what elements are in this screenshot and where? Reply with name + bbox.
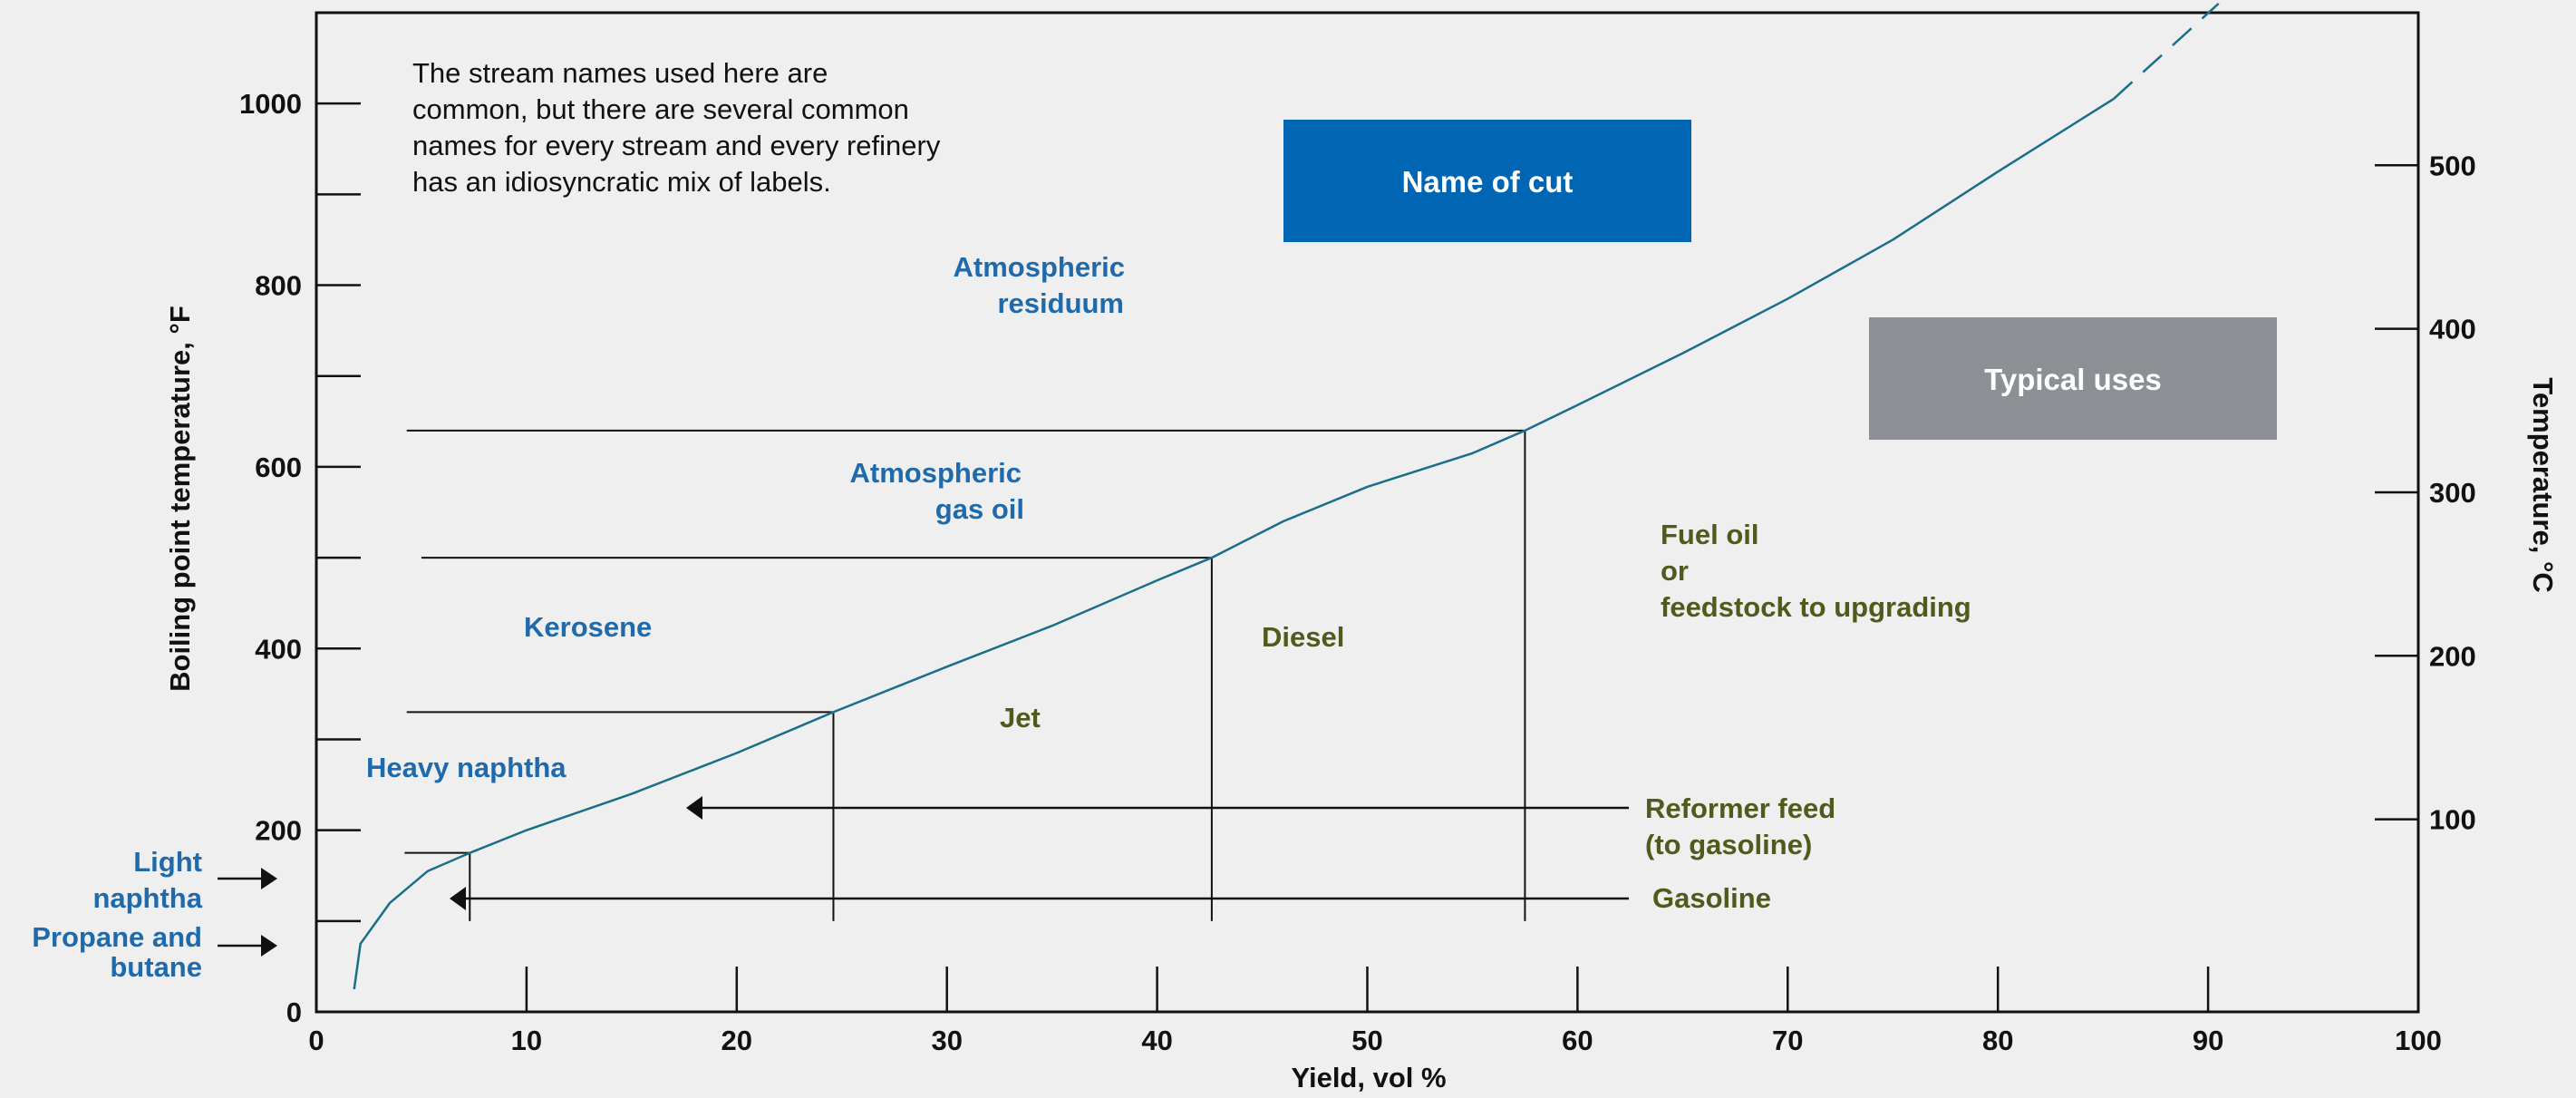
y2-tick-label: 200 [2429, 640, 2476, 672]
use-label-reformer-feed: Reformer feed [1645, 792, 1835, 824]
y2-tick-label: 400 [2429, 314, 2476, 345]
x-axis-title: Yield, vol % [1291, 1062, 1446, 1093]
typical-use-labels: Fuel oil or feedstock to upgrading Diese… [1000, 519, 1971, 914]
cut-label-atmospheric-residuum: Atmospheric [954, 251, 1125, 283]
use-label-fuel-oil: feedstock to upgrading [1661, 591, 1971, 623]
boiling-curve [353, 98, 2115, 990]
use-label-jet: Jet [1000, 702, 1041, 734]
cut-label-propane-butane: Propane and [32, 921, 202, 953]
light-naphtha-arrow-head [261, 868, 277, 889]
note-line: The stream names used here are [412, 57, 828, 89]
cut-name-labels: Atmospheric residuum Atmospheric gas oil… [32, 251, 1125, 983]
legend: Name of cut Typical uses [1283, 120, 2277, 440]
use-label-diesel: Diesel [1262, 621, 1344, 653]
note-line: common, but there are several common [412, 93, 909, 125]
gasoline-arrow-head [450, 887, 466, 910]
legend-typical-uses-swatch [1869, 317, 2277, 440]
legend-name-of-cut-swatch [1283, 120, 1691, 242]
note-text: The stream names used here are common, b… [412, 57, 941, 198]
legend-typical-uses-label: Typical uses [1984, 363, 2162, 396]
cut-label-kerosene: Kerosene [524, 611, 652, 643]
y-tick-label: 1000 [239, 88, 302, 120]
cut-label-heavy-naphtha: Heavy naphtha [366, 752, 567, 783]
x-tick-label: 100 [2395, 1025, 2442, 1056]
reformer-feed-arrow-head [686, 796, 702, 820]
cut-label-propane-butane: butane [110, 951, 202, 983]
cut-label-light-naphtha: Light [133, 846, 202, 878]
use-label-fuel-oil: or [1661, 555, 1689, 587]
x-tick-label: 40 [1141, 1025, 1172, 1056]
y-axis-title: Boiling point temperature, °F [164, 306, 196, 692]
use-label-reformer-feed: (to gasoline) [1645, 829, 1812, 860]
legend-name-of-cut-label: Name of cut [1402, 165, 1574, 199]
cut-label-atmospheric-gas-oil: gas oil [935, 493, 1024, 525]
propane-butane-arrow-head [261, 935, 277, 957]
boiling-curve-extension [2112, 3, 2220, 101]
cut-label-atmospheric-residuum: residuum [997, 287, 1124, 319]
y-tick-label: 400 [255, 633, 302, 665]
x-tick-label: 70 [1772, 1025, 1803, 1056]
y2-tick-label: 500 [2429, 150, 2476, 181]
y-tick-label: 600 [255, 452, 302, 483]
note-line: has an idiosyncratic mix of labels. [412, 166, 831, 198]
x-tick-label: 30 [931, 1025, 962, 1056]
use-label-gasoline: Gasoline [1652, 882, 1771, 914]
x-tick-label: 60 [1562, 1025, 1593, 1056]
x-tick-label: 10 [511, 1025, 542, 1056]
x-tick-label: 20 [721, 1025, 752, 1056]
y2-tick-label: 300 [2429, 477, 2476, 509]
y-tick-label: 0 [286, 996, 302, 1028]
cut-label-atmospheric-gas-oil: Atmospheric [850, 457, 1022, 489]
x-tick-label: 50 [1351, 1025, 1382, 1056]
x-tick-label: 80 [1982, 1025, 2013, 1056]
cut-label-light-naphtha: naphtha [92, 882, 202, 914]
y2-tick-label: 100 [2429, 804, 2476, 836]
y2-axis-title: Temperature, °C [2527, 377, 2559, 593]
y-tick-label: 800 [255, 270, 302, 302]
note-line: names for every stream and every refiner… [412, 130, 941, 161]
x-tick-label: 90 [2193, 1025, 2223, 1056]
use-label-fuel-oil: Fuel oil [1661, 519, 1759, 550]
x-tick-label: 0 [308, 1025, 324, 1056]
y-tick-label: 200 [255, 815, 302, 847]
